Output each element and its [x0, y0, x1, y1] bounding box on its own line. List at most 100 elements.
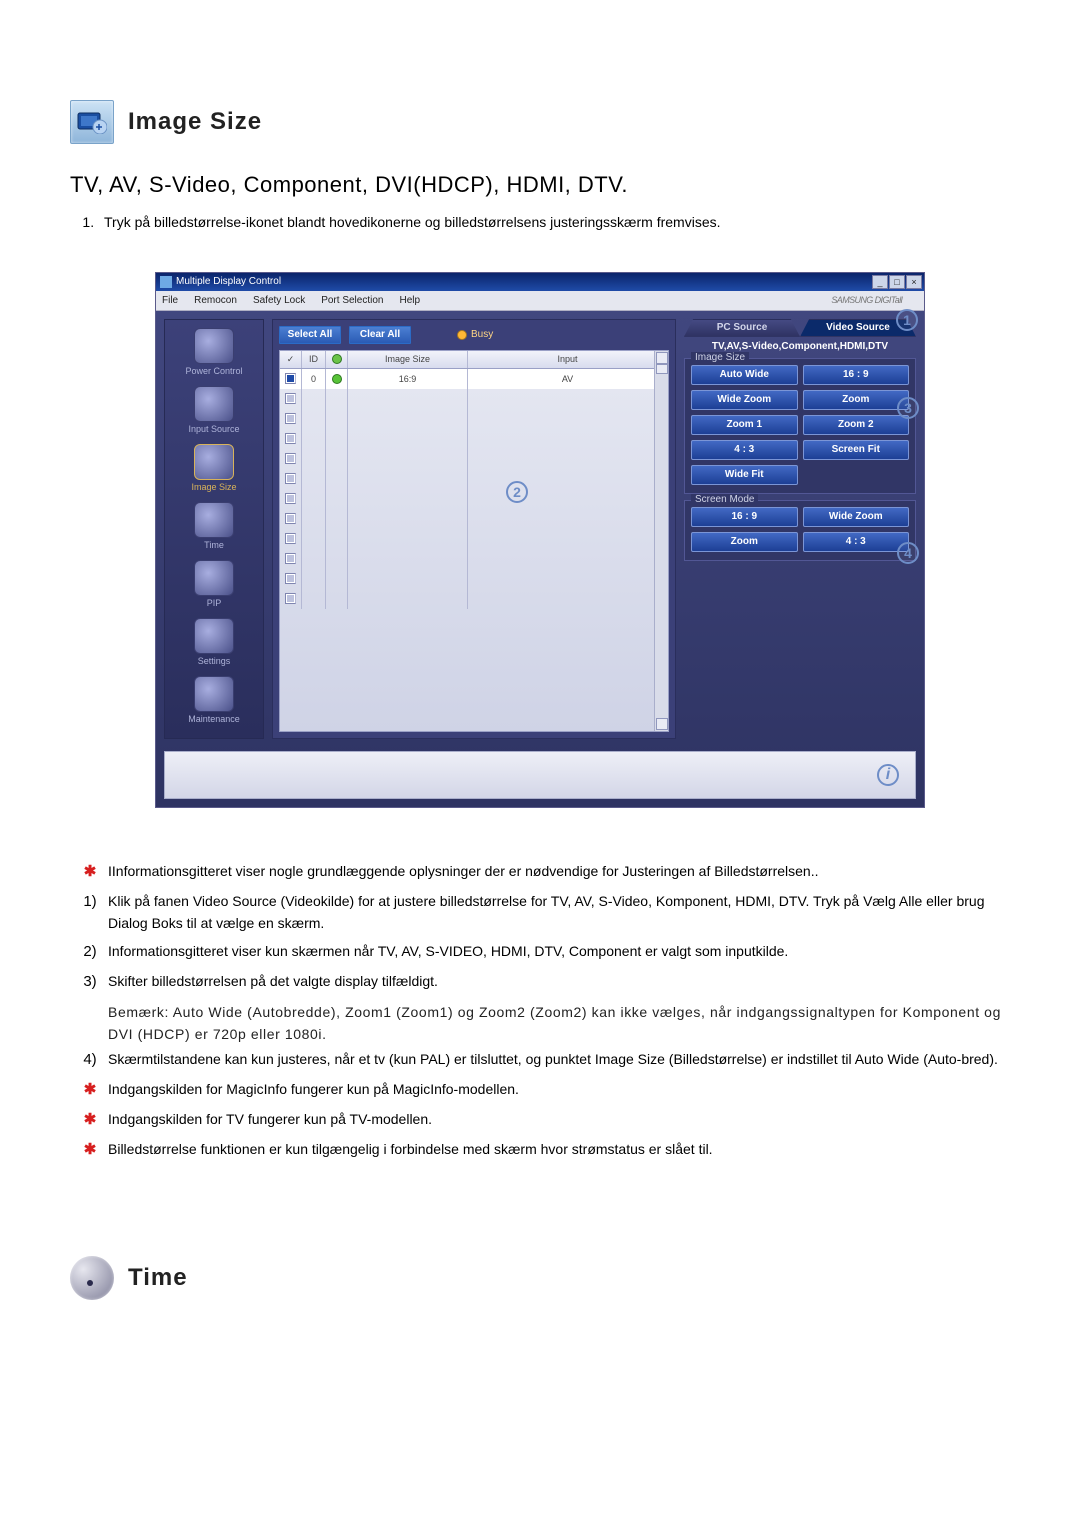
note-text: Informationsgitteret viser kun skærmen n…: [108, 940, 1010, 962]
grid-header-cb[interactable]: ✓: [280, 351, 302, 368]
row-size: [348, 389, 468, 409]
brand-text: SAMSUNG DIGITall: [831, 295, 902, 305]
menu-remocon[interactable]: Remocon: [194, 295, 237, 306]
scroll-down-arrow[interactable]: [656, 718, 668, 730]
screen-mode-option[interactable]: 4 : 3: [803, 532, 910, 552]
heading-text: Image Size: [128, 108, 262, 136]
row-status: [326, 389, 348, 409]
row-checkbox[interactable]: [285, 593, 296, 604]
menu-file[interactable]: File: [162, 295, 178, 306]
subheading: TV, AV, S-Video, Component, DVI(HDCP), H…: [70, 172, 1010, 198]
row-size: [348, 449, 468, 469]
clear-all-button[interactable]: Clear All: [349, 326, 411, 344]
menu-help[interactable]: Help: [399, 295, 420, 306]
grid-row[interactable]: [280, 569, 668, 589]
note-text: Skærmtilstandene kan kun justeres, når e…: [108, 1048, 1010, 1070]
row-status: [326, 589, 348, 609]
note-text: Skifter billedstørrelsen på det valgte d…: [108, 970, 1010, 992]
sidebar-item-label: Image Size: [191, 482, 236, 492]
row-checkbox[interactable]: [285, 493, 296, 504]
screen-mode-option[interactable]: Wide Zoom: [803, 507, 910, 527]
time-heading-icon: [70, 1256, 114, 1300]
image-size-option[interactable]: Zoom 2: [803, 415, 910, 435]
row-size: [348, 429, 468, 449]
section-heading-time: Time: [70, 1256, 1010, 1300]
row-checkbox[interactable]: [285, 513, 296, 524]
menu-safety-lock[interactable]: Safety Lock: [253, 295, 305, 306]
info-grid: ✓ ID Image Size Input 016:9AV: [279, 350, 669, 732]
row-id: [302, 429, 326, 449]
sidebar-item-icon: [194, 560, 234, 596]
row-input: [468, 529, 668, 549]
sidebar-item[interactable]: Image Size: [165, 440, 263, 496]
row-checkbox[interactable]: [285, 433, 296, 444]
row-checkbox[interactable]: [285, 573, 296, 584]
sidebar-item[interactable]: Time: [165, 498, 263, 554]
sidebar-item-label: Maintenance: [188, 714, 240, 724]
sidebar-item[interactable]: Settings: [165, 614, 263, 670]
image-size-option[interactable]: Zoom: [803, 390, 910, 410]
minimize-button[interactable]: _: [872, 275, 888, 289]
info-bubble-icon: i: [877, 764, 899, 786]
row-checkbox[interactable]: [285, 453, 296, 464]
image-size-option[interactable]: Screen Fit: [803, 440, 910, 460]
tab-pc-source[interactable]: PC Source: [684, 319, 800, 337]
grid-row[interactable]: [280, 529, 668, 549]
image-size-option[interactable]: Wide Fit: [691, 465, 798, 485]
close-button[interactable]: ×: [906, 275, 922, 289]
screen-mode-option[interactable]: Zoom: [691, 532, 798, 552]
row-checkbox[interactable]: [285, 413, 296, 424]
image-size-option[interactable]: 16 : 9: [803, 365, 910, 385]
image-size-options: Auto Wide16 : 9Wide ZoomZoomZoom 1Zoom 2…: [691, 365, 909, 485]
row-id: [302, 489, 326, 509]
image-size-heading-icon: [70, 100, 114, 144]
scroll-up-arrow[interactable]: [656, 352, 668, 364]
row-id: [302, 409, 326, 429]
image-size-option[interactable]: Zoom 1: [691, 415, 798, 435]
grid-row[interactable]: [280, 449, 668, 469]
screen-mode-option[interactable]: 16 : 9: [691, 507, 798, 527]
grid-row[interactable]: 016:9AV: [280, 369, 668, 389]
app-icon: [160, 276, 172, 288]
image-size-option[interactable]: Wide Zoom: [691, 390, 798, 410]
row-status: [326, 489, 348, 509]
section-heading: Image Size: [70, 100, 1010, 144]
image-size-option[interactable]: Auto Wide: [691, 365, 798, 385]
grid-row[interactable]: [280, 549, 668, 569]
sidebar-item-icon: [194, 386, 234, 422]
row-status: [326, 549, 348, 569]
row-checkbox[interactable]: [285, 393, 296, 404]
sidebar-item[interactable]: Maintenance: [165, 672, 263, 728]
select-all-button[interactable]: Select All: [279, 326, 341, 344]
sidebar-item-icon: [194, 328, 234, 364]
row-input: [468, 449, 668, 469]
note-row: ✱IInformationsgitteret viser nogle grund…: [70, 858, 1010, 888]
image-size-option[interactable]: 4 : 3: [691, 440, 798, 460]
maximize-button[interactable]: □: [889, 275, 905, 289]
status-dot-icon: [332, 374, 342, 384]
row-size: [348, 589, 468, 609]
row-checkbox[interactable]: [285, 373, 296, 384]
row-checkbox[interactable]: [285, 473, 296, 484]
grid-row[interactable]: [280, 509, 668, 529]
row-status: [326, 449, 348, 469]
scroll-thumb[interactable]: [656, 364, 668, 374]
menu-port-selection[interactable]: Port Selection: [321, 295, 383, 306]
row-checkbox[interactable]: [285, 533, 296, 544]
note-row: ✱Indgangskilden for MagicInfo fungerer k…: [70, 1076, 1010, 1106]
titlebar-text: Multiple Display Control: [176, 276, 281, 287]
grid-scrollbar[interactable]: [654, 351, 668, 731]
row-size: [348, 569, 468, 589]
grid-row[interactable]: [280, 429, 668, 449]
row-checkbox[interactable]: [285, 553, 296, 564]
grid-row[interactable]: [280, 409, 668, 429]
grid-row[interactable]: [280, 489, 668, 509]
sidebar-item[interactable]: Power Control: [165, 324, 263, 380]
grid-row[interactable]: [280, 589, 668, 609]
sidebar-item[interactable]: PIP: [165, 556, 263, 612]
grid-row[interactable]: [280, 389, 668, 409]
row-size: [348, 489, 468, 509]
grid-row[interactable]: [280, 469, 668, 489]
sidebar-item[interactable]: Input Source: [165, 382, 263, 438]
sidebar-item-label: PIP: [207, 598, 222, 608]
